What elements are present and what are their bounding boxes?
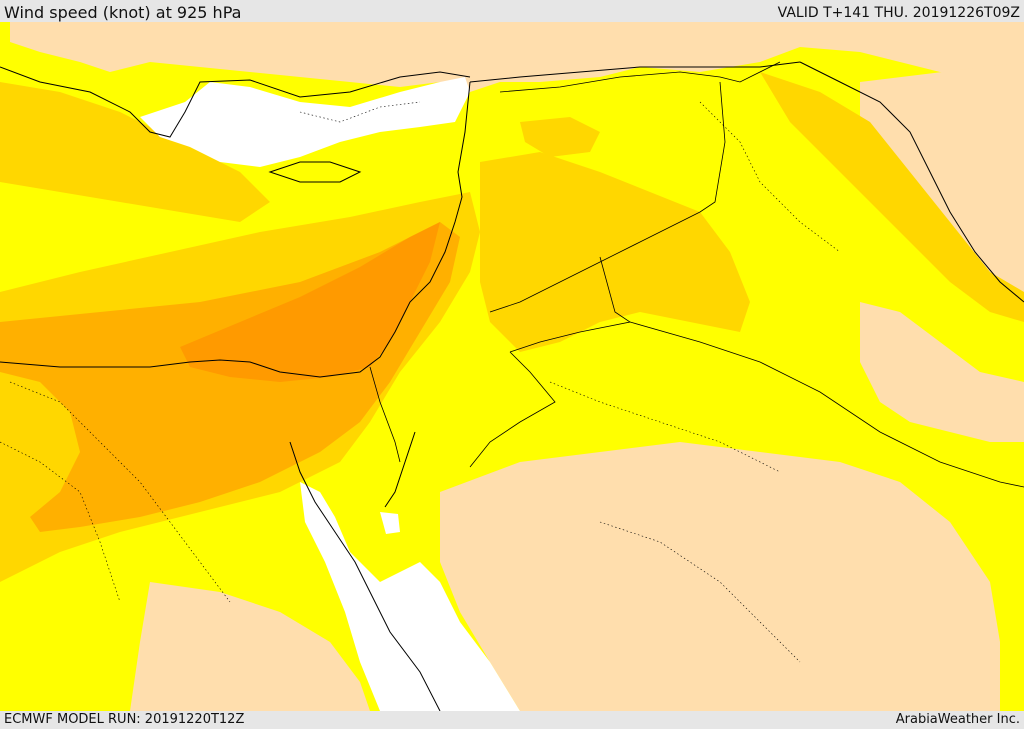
moderate-wind-patch-cyprus	[520, 117, 600, 157]
internal-borders	[0, 101, 841, 663]
calm-sea-aegean	[140, 77, 470, 167]
calm-sea-red-sea	[300, 482, 520, 711]
footer-bar: ECMWF MODEL RUN: 20191220T12Z ArabiaWeat…	[0, 711, 1024, 729]
low-wind-sudan	[130, 582, 370, 711]
low-wind-north-anatolia	[10, 22, 1024, 92]
calm-sea-gulf-aqaba	[380, 512, 400, 534]
moderate-wind-band-levant	[480, 152, 750, 352]
moderate-wind-band-west	[0, 82, 270, 222]
coastlines	[0, 61, 1024, 711]
map-title: Wind speed (knot) at 925 hPa	[4, 3, 242, 22]
header-bar: Wind speed (knot) at 925 hPa VALID T+141…	[0, 0, 1024, 22]
low-wind-east-gulf	[860, 302, 1024, 442]
wind-speed-map	[0, 22, 1024, 711]
credit-label: ArabiaWeather Inc.	[895, 712, 1020, 727]
moderate-wind-band-iraq	[760, 72, 1024, 322]
map-canvas	[0, 22, 1024, 711]
valid-time-label: VALID T+141 THU. 20191226T09Z	[777, 5, 1020, 21]
political-borders	[369, 61, 1024, 488]
model-run-label: ECMWF MODEL RUN: 20191220T12Z	[4, 712, 245, 727]
max-wind-core	[180, 222, 440, 382]
low-wind-east-iran	[860, 62, 1024, 312]
low-wind-arabia	[440, 442, 1000, 711]
